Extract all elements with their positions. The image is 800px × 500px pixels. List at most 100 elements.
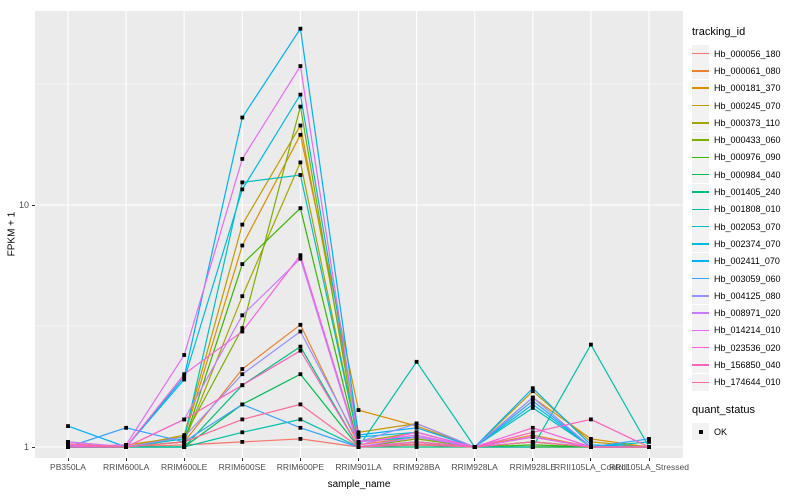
data-point bbox=[66, 424, 70, 428]
legend-key bbox=[692, 373, 709, 391]
data-point bbox=[240, 367, 245, 371]
data-point bbox=[298, 425, 303, 430]
legend-item: Hb_014214_010 bbox=[692, 321, 798, 339]
legend-key bbox=[692, 252, 709, 270]
x-axis-title: sample_name bbox=[327, 479, 391, 490]
x-tick-mark bbox=[241, 458, 243, 461]
legend-item-label: Hb_004125_080 bbox=[714, 290, 781, 301]
data-point bbox=[240, 222, 245, 227]
y-tick-mark bbox=[32, 204, 35, 206]
data-point bbox=[298, 253, 303, 258]
x-tick-mark bbox=[125, 458, 127, 461]
data-point bbox=[647, 437, 651, 441]
legend-item-label: Hb_002374_070 bbox=[714, 238, 781, 249]
legend-key-line-icon bbox=[692, 191, 709, 193]
x-tick-label: RRIM600PE bbox=[276, 462, 325, 472]
legend-key bbox=[692, 356, 709, 374]
data-point bbox=[589, 342, 593, 347]
legend-item: Hb_000433_060 bbox=[692, 131, 798, 149]
data-point bbox=[298, 132, 303, 137]
legend-key bbox=[692, 183, 709, 201]
y-axis-title: FPKM + 1 bbox=[6, 211, 18, 257]
legend-key bbox=[692, 97, 709, 115]
data-point bbox=[530, 443, 535, 447]
legend-key-line-icon bbox=[692, 381, 709, 384]
legend-key-line-icon bbox=[692, 295, 709, 297]
legend-item-label: OK bbox=[714, 426, 728, 437]
data-point bbox=[298, 173, 303, 177]
data-point bbox=[240, 430, 245, 435]
data-point bbox=[298, 160, 303, 165]
legend-item-label: Hb_000056_180 bbox=[714, 48, 781, 59]
data-point bbox=[356, 430, 361, 435]
data-point bbox=[530, 425, 535, 430]
legend-item-label: Hb_014214_010 bbox=[714, 325, 781, 336]
legend-item-label: Hb_000433_060 bbox=[714, 135, 781, 146]
legend-item-label: Hb_000373_110 bbox=[714, 117, 780, 128]
data-point bbox=[240, 294, 245, 299]
legend-item-label: Hb_000181_370 bbox=[714, 83, 781, 94]
x-tick-mark bbox=[416, 458, 418, 461]
data-point bbox=[530, 402, 535, 407]
legend-item: Hb_023536_020 bbox=[692, 339, 798, 357]
y-tick-label: 1 bbox=[23, 441, 29, 452]
x-tick-label: RRII105LA_Stressed bbox=[609, 462, 689, 472]
data-point bbox=[589, 445, 593, 449]
legend-title-quant-status: quant_status bbox=[692, 403, 755, 416]
data-point bbox=[298, 348, 303, 353]
legend-items: Hb_000056_180 Hb_000061_080 Hb_000181_370 H… bbox=[692, 45, 798, 391]
data-point bbox=[182, 440, 187, 444]
data-point bbox=[530, 440, 535, 444]
data-point bbox=[414, 443, 419, 447]
legend-key bbox=[692, 287, 709, 305]
x-tick-mark bbox=[358, 458, 359, 461]
data-point bbox=[240, 383, 245, 388]
data-point bbox=[356, 443, 361, 447]
legend-key bbox=[692, 148, 709, 166]
x-tick-label: RRIM928LE bbox=[509, 462, 556, 472]
legend-item: Hb_008971_020 bbox=[692, 304, 798, 322]
data-point bbox=[298, 344, 303, 349]
legend-item: Hb_002374_070 bbox=[692, 235, 798, 253]
legend-key bbox=[692, 79, 709, 97]
data-point bbox=[414, 433, 419, 437]
legend-key-line-icon bbox=[692, 104, 709, 107]
legend-key bbox=[692, 218, 709, 236]
data-point bbox=[182, 374, 187, 379]
legend-key-line-icon bbox=[692, 225, 709, 228]
data-point bbox=[414, 445, 419, 449]
data-point bbox=[530, 435, 535, 439]
data-point bbox=[530, 445, 535, 449]
x-tick-label: RRIM600SE bbox=[218, 462, 266, 472]
data-point bbox=[298, 92, 303, 97]
legend-item-label: Hb_003059_060 bbox=[714, 273, 781, 284]
legend-item-label: Hb_000245_070 bbox=[714, 100, 781, 111]
square-point-icon bbox=[698, 429, 703, 434]
legend-item: Hb_002053_070 bbox=[692, 218, 798, 236]
data-point bbox=[240, 402, 245, 407]
data-point bbox=[182, 353, 187, 357]
data-point bbox=[298, 402, 303, 407]
data-point bbox=[240, 313, 245, 318]
data-point bbox=[240, 329, 245, 334]
data-point bbox=[298, 372, 303, 377]
data-point bbox=[66, 445, 70, 449]
data-point bbox=[240, 440, 245, 444]
x-tick-mark bbox=[648, 458, 650, 461]
x-tick-mark bbox=[532, 458, 534, 461]
legend-key-line-icon bbox=[692, 243, 709, 245]
data-point bbox=[414, 425, 419, 430]
data-point bbox=[356, 408, 361, 412]
x-tick-label: RRIM928LA bbox=[451, 462, 498, 472]
data-point bbox=[530, 406, 535, 410]
data-point bbox=[356, 433, 361, 437]
legend-item-label: Hb_000061_080 bbox=[714, 65, 781, 76]
legend-key bbox=[692, 423, 709, 441]
data-point bbox=[240, 115, 245, 120]
data-point bbox=[124, 445, 128, 449]
legend-item-label: Hb_000976_090 bbox=[714, 152, 781, 163]
data-point bbox=[240, 187, 245, 192]
legend-item: Hb_000373_110 bbox=[692, 114, 798, 132]
data-point bbox=[124, 425, 128, 430]
